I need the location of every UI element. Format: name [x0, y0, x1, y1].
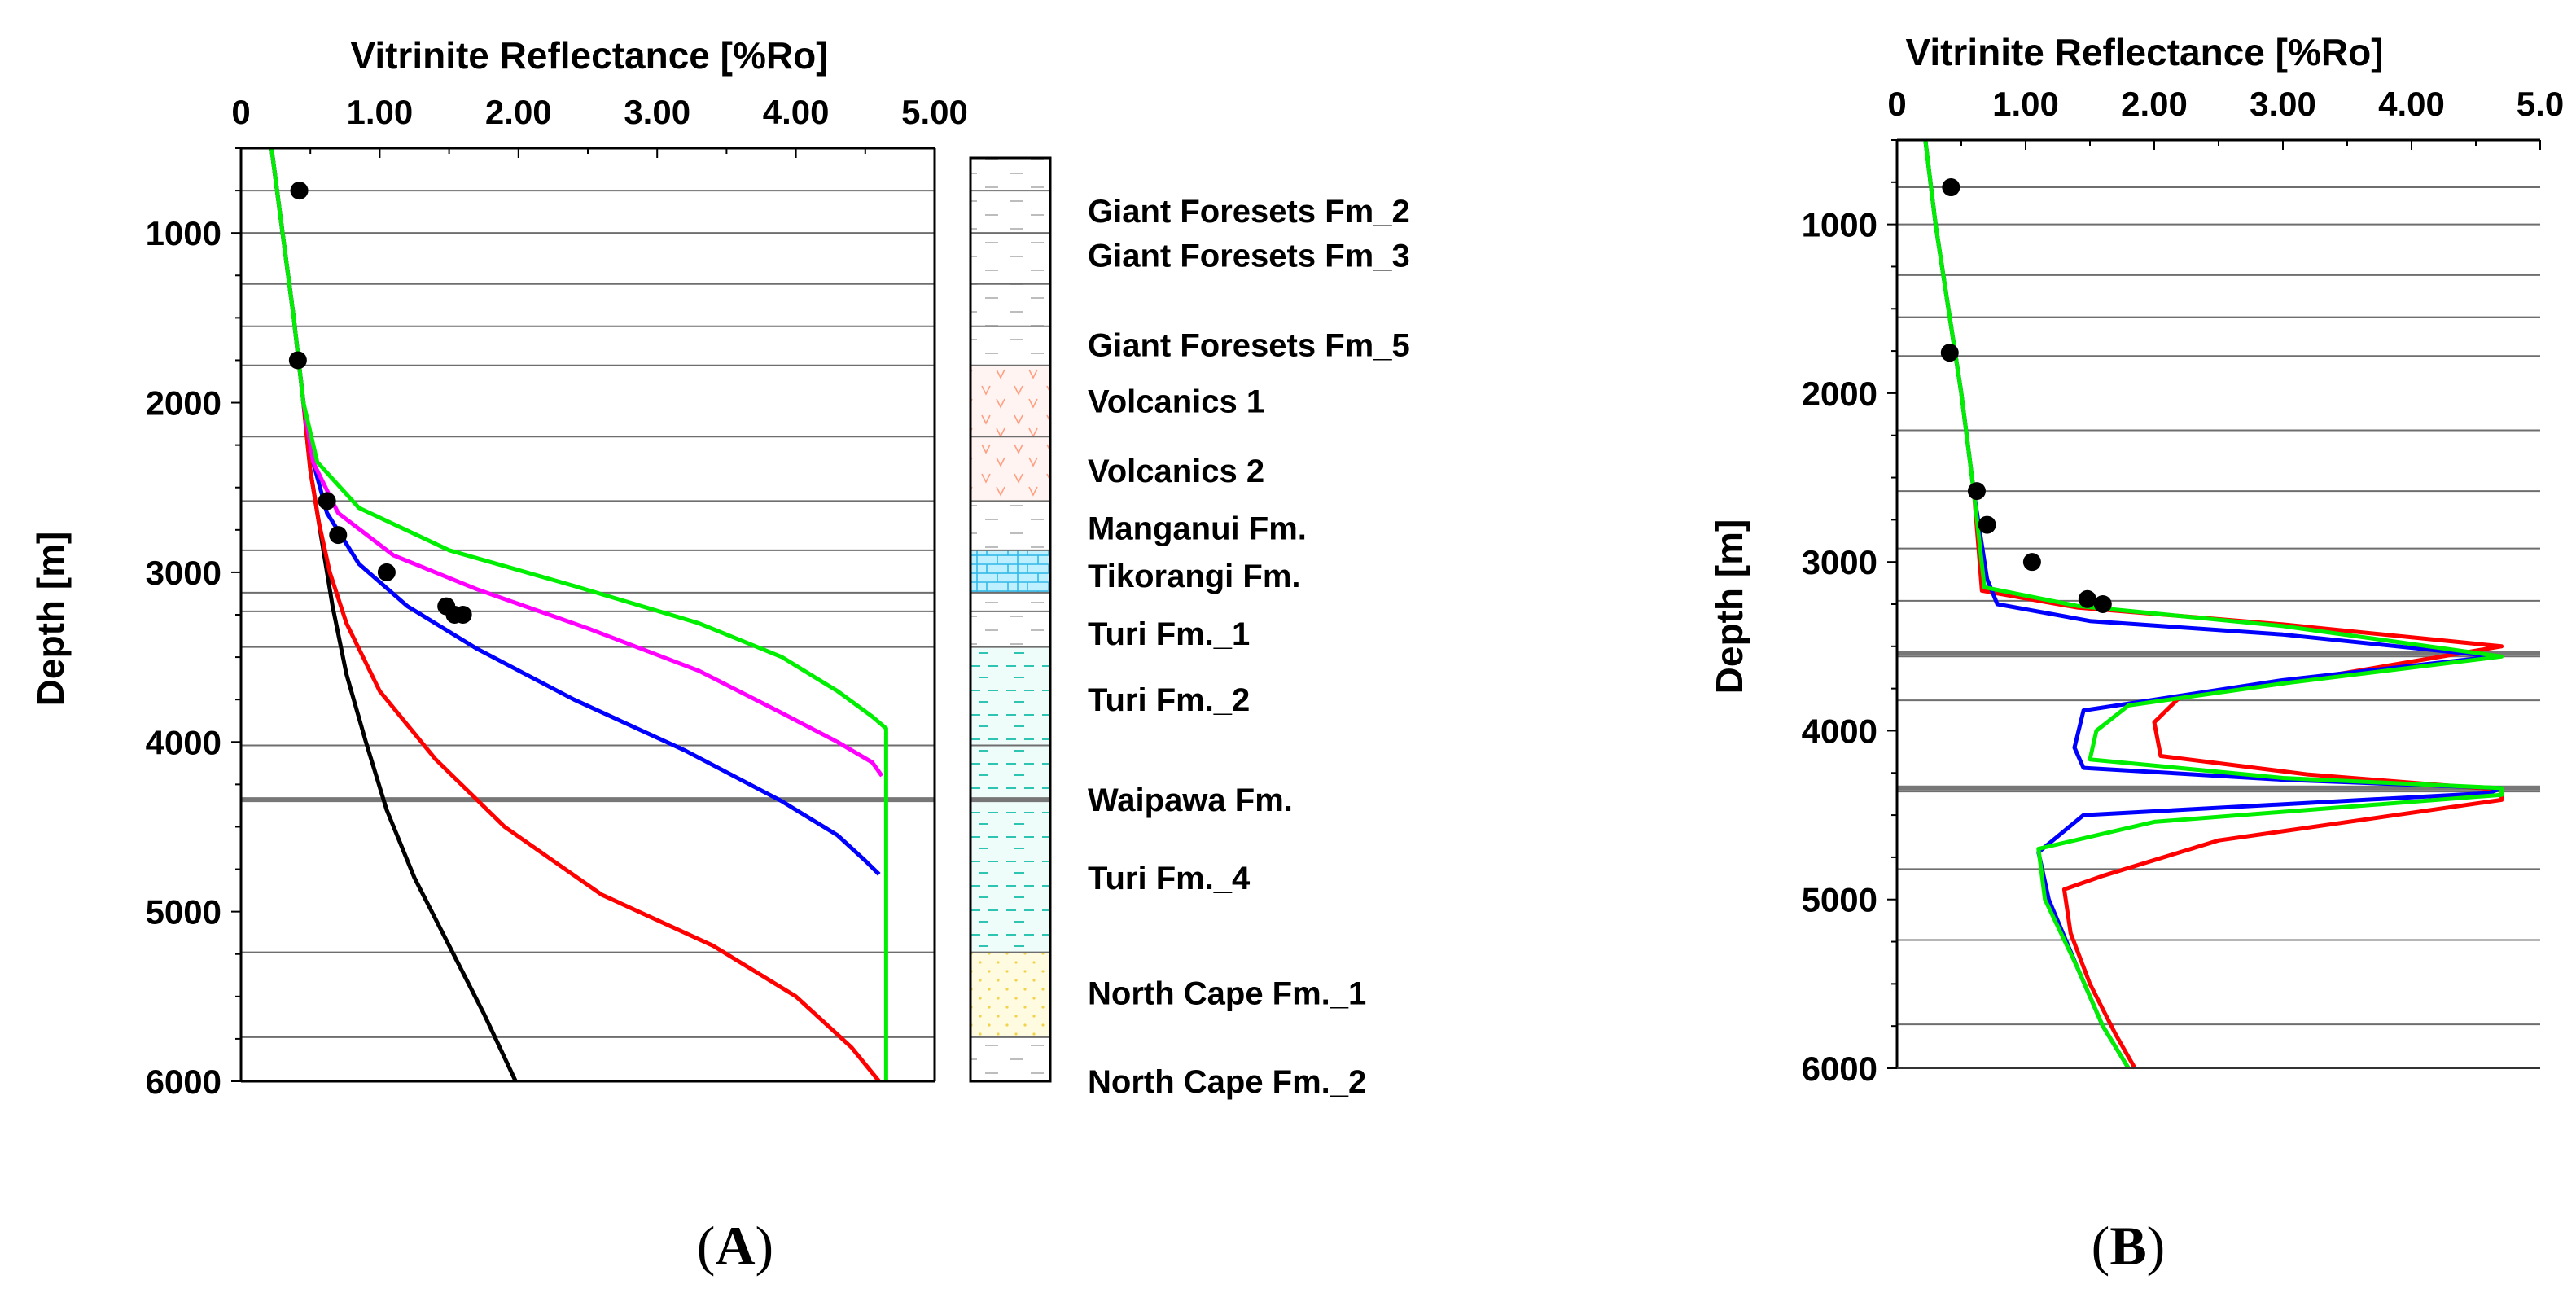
- lithology-unit-pattern: [970, 1036, 1050, 1081]
- panel-a-axes: 0 1.00 2.00 3.00 4.00 5.00 1000 2000 3000 4000 500…: [146, 93, 968, 1101]
- y-tick-label: 6000: [146, 1063, 221, 1101]
- y-tick-label: 2000: [146, 384, 221, 423]
- panel-b-series: [1923, 139, 2504, 1070]
- formation-label: Giant Foresets Fm_2: [1088, 194, 1410, 230]
- formation-label: Waipawa Fm.: [1088, 782, 1293, 818]
- y-tick-label: 1000: [146, 214, 221, 252]
- y-tick-label: 3000: [1802, 543, 1877, 581]
- measured-point: [318, 492, 336, 511]
- svg-text:(B): (B): [2092, 1215, 2166, 1277]
- panel-a-title: Vitrinite Reflectance [%Ro]: [350, 34, 828, 77]
- measured-point: [1940, 344, 1959, 362]
- series-line-magenta: [269, 147, 884, 778]
- x-tick-label: 4.00: [763, 93, 830, 131]
- formation-label: North Cape Fm._1: [1088, 976, 1366, 1012]
- panel-b-horizons: [1897, 186, 2540, 1026]
- series-line-red: [1923, 139, 2504, 1070]
- caption-b-open-paren: (: [2092, 1215, 2110, 1277]
- panel-b-axes: 0 1.00 2.00 3.00 4.00 5.0 1000 2000 3000 4000 5000…: [1802, 85, 2565, 1088]
- panel-a-chart: Vitrinite Reflectance [%Ro] Depth [m] 0 1…: [29, 34, 1410, 1101]
- formation-label: North Cape Fm._2: [1088, 1064, 1366, 1100]
- lithology-unit-pattern: [970, 148, 1050, 284]
- formation-label: Manganui Fm.: [1088, 511, 1307, 547]
- formation-label: Volcanics 2: [1088, 454, 1264, 489]
- formation-label: Giant Foresets Fm_3: [1088, 238, 1410, 274]
- x-tick-label: 0: [231, 93, 250, 131]
- panel-a-y-axis-label: Depth [m]: [29, 532, 72, 707]
- series-line-black: [269, 147, 518, 1083]
- panel-b-y-axis-label: Depth [m]: [1708, 519, 1750, 695]
- measured-point: [2022, 553, 2041, 572]
- caption-a-close-paren: ): [756, 1215, 774, 1277]
- lithology-unit-pattern: [970, 365, 1050, 437]
- measured-point: [2093, 595, 2112, 613]
- x-tick-label: 5.0: [2517, 85, 2564, 123]
- measured-point: [453, 606, 472, 624]
- caption-a-letter: A: [715, 1215, 755, 1277]
- x-tick-label: 4.00: [2378, 85, 2445, 123]
- measured-point: [290, 182, 309, 200]
- measured-point: [377, 563, 396, 581]
- y-tick-label: 2000: [1802, 375, 1877, 413]
- lithology-unit-pattern: [970, 501, 1050, 550]
- panel-a-lithology-column: [969, 148, 1052, 1083]
- measured-point: [288, 351, 307, 370]
- x-tick-label: 3.00: [624, 93, 690, 131]
- series-line-red: [269, 147, 881, 1083]
- lithology-unit-pattern: [970, 592, 1050, 647]
- formation-label: Volcanics 1: [1088, 383, 1264, 419]
- panel-b-title: Vitrinite Reflectance [%Ro]: [1905, 31, 2383, 73]
- measured-point: [2078, 589, 2096, 608]
- panel-a-series: [269, 147, 888, 1083]
- measured-point: [329, 526, 348, 545]
- y-tick-label: 4000: [1802, 712, 1877, 750]
- lithology-column-frame: [969, 156, 1052, 1083]
- formation-label: Turi Fm._2: [1088, 682, 1250, 718]
- y-tick-label: 1000: [1802, 206, 1877, 244]
- svg-text:(A): (A): [697, 1215, 773, 1277]
- formation-label: Tikorangi Fm.: [1088, 559, 1301, 594]
- caption-a-open-paren: (: [697, 1215, 716, 1277]
- caption-b-letter: B: [2109, 1215, 2146, 1277]
- measured-point: [1978, 515, 1996, 534]
- x-tick-label: 1.00: [1992, 85, 2059, 123]
- panel-b-measured-points: [1940, 178, 2112, 613]
- measured-point: [1942, 178, 1960, 197]
- y-tick-label: 4000: [146, 723, 221, 761]
- panel-a-formation-labels: Giant Foresets Fm_2 Giant Foresets Fm_3 Gi…: [1088, 194, 1410, 1100]
- panel-a-caption: (A): [697, 1215, 773, 1277]
- lithology-unit-pattern: [970, 283, 1050, 366]
- y-tick-label: 5000: [1802, 881, 1877, 919]
- y-tick-label: 3000: [146, 554, 221, 592]
- series-line-green: [1923, 139, 2504, 1070]
- y-tick-label: 6000: [1802, 1050, 1877, 1088]
- lithology-unit-pattern: [970, 550, 1050, 593]
- series-line-green: [269, 147, 888, 1081]
- y-tick-label: 5000: [146, 893, 221, 931]
- formation-label: Giant Foresets Fm_5: [1088, 328, 1410, 364]
- series-line-blue: [1923, 139, 2504, 1070]
- x-tick-label: 5.00: [901, 93, 968, 131]
- measured-point: [1967, 482, 1986, 501]
- panel-b-caption: (B): [2092, 1215, 2166, 1277]
- lithology-unit-pattern: [970, 436, 1050, 502]
- x-tick-label: 3.00: [2250, 85, 2316, 123]
- x-tick-label: 2.00: [485, 93, 552, 131]
- panel-a-measured-points: [288, 182, 472, 624]
- x-tick-label: 2.00: [2121, 85, 2188, 123]
- panel-b-chart: Vitrinite Reflectance [%Ro] Depth [m] 0 1…: [1708, 31, 2564, 1088]
- formation-label: Turi Fm._4: [1088, 861, 1251, 896]
- x-tick-label: 0: [1887, 85, 1906, 123]
- lithology-unit-pattern: [970, 952, 1050, 1037]
- x-tick-label: 1.00: [347, 93, 414, 131]
- caption-b-close-paren: ): [2147, 1215, 2166, 1277]
- formation-label: Turi Fm._1: [1088, 616, 1250, 652]
